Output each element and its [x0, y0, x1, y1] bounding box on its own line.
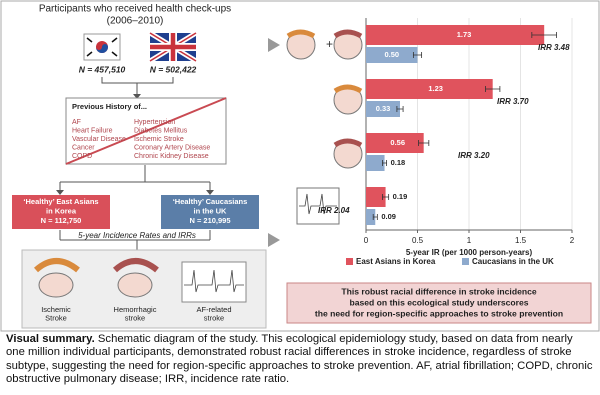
value-label: 1.73 — [457, 30, 472, 39]
group-label: in the UK — [194, 206, 227, 215]
bar — [366, 25, 545, 45]
cohort-n: N = 457,510 — [79, 64, 126, 74]
conclusion-line: based on this ecological study underscor… — [349, 297, 528, 307]
bar — [366, 133, 424, 153]
outcome-label: Ischemic — [41, 305, 71, 314]
history-item: COPD — [72, 153, 92, 160]
cohort-n: N = 502,422 — [150, 64, 197, 74]
icon-ischemic — [33, 258, 80, 298]
error-bar — [418, 140, 430, 146]
cross-out — [65, 97, 227, 165]
group-label: N = 112,750 — [41, 216, 82, 225]
group-label: N = 210,995 — [189, 216, 230, 225]
history-item: Diabetes Mellitus — [134, 127, 188, 134]
history-item: AF — [72, 119, 81, 126]
legend-label: East Asians in Korea — [356, 257, 436, 266]
outcome-label: Stroke — [45, 313, 67, 322]
bar — [366, 79, 493, 99]
x-tick-label: 0.5 — [412, 236, 424, 245]
caption: Visual summary. Schematic diagram of the… — [6, 333, 594, 387]
x-axis-label: 5-year IR (per 1000 person-years) — [406, 248, 533, 257]
irr-annotation: IRR 3.20 — [458, 151, 490, 160]
value-label: 0.56 — [390, 138, 405, 147]
history-title: Previous History of... — [72, 102, 147, 111]
error-bar — [396, 106, 404, 112]
value-label: 0.18 — [391, 158, 406, 167]
connectors — [59, 77, 211, 250]
conclusion-line: the need for region-specific approaches … — [315, 308, 563, 318]
x-tick-label: 0 — [364, 236, 369, 245]
bar — [366, 155, 385, 171]
bar — [366, 209, 376, 225]
plus: + — [326, 37, 333, 51]
caption-text: Schematic diagram of the study. This eco… — [6, 333, 593, 386]
history-item: Vascular Disease — [72, 136, 126, 143]
chart: 0 0.5 1 1.5 2 5-year IR (per 1000 person-year… — [318, 18, 575, 266]
history-item: Cancer — [72, 145, 95, 152]
outcomes-title: 5-year Incidence Rates and IRRs — [78, 231, 196, 240]
arrowheads — [56, 94, 214, 195]
icon-af — [181, 261, 247, 303]
caption-label: Visual summary. — [6, 333, 95, 345]
chart-icons: + — [286, 29, 363, 225]
icon-hemorrhagic — [112, 258, 159, 298]
outcome-label: AF-related — [196, 305, 231, 314]
legend-label: Caucasians in the UK — [472, 257, 554, 266]
error-bar — [382, 160, 387, 166]
legend-swatch — [462, 258, 469, 265]
x-tick-label: 2 — [570, 236, 575, 245]
group-box-uk — [161, 195, 259, 229]
conclusion: This robust racial difference in stroke … — [315, 286, 563, 318]
irr-annotation: IRR 3.70 — [497, 97, 529, 106]
bar — [366, 187, 386, 207]
group-label: ‘Healthy’ East Asians — [23, 197, 98, 206]
error-bar — [412, 52, 423, 58]
figure: Participants who received health check-u… — [0, 0, 600, 332]
header-title: (2006–2010) — [107, 16, 164, 27]
legend-swatch — [346, 258, 353, 265]
bar — [366, 101, 400, 117]
value-label: 0.33 — [376, 104, 391, 113]
error-bar — [372, 214, 378, 220]
outcome-texts: IschemicStrokeHemorrhagicstrokeAF-relate… — [41, 305, 231, 323]
outcome-label: stroke — [125, 313, 145, 322]
header-title: Participants who received health check-u… — [39, 4, 231, 15]
error-bar — [382, 194, 390, 200]
conclusion-line: This robust racial difference in stroke … — [341, 286, 537, 296]
error-bar — [531, 32, 557, 38]
flag-uk — [148, 30, 198, 64]
outcome-label: Hemorrhagic — [114, 305, 157, 314]
flag-korea — [83, 33, 121, 61]
history-item: Heart Failure — [72, 127, 113, 134]
x-tick-label: 1.5 — [515, 236, 527, 245]
group-box-korea — [12, 195, 110, 229]
irr-annotation: IRR 2.04 — [318, 206, 350, 215]
value-label: 0.19 — [393, 192, 408, 201]
x-tick-label: 1 — [467, 236, 472, 245]
irr-annotation: IRR 3.48 — [538, 43, 570, 52]
value-label: 0.50 — [384, 50, 399, 59]
value-label: 0.09 — [381, 212, 396, 221]
value-label: 1.23 — [428, 84, 443, 93]
group-label: in Korea — [46, 206, 77, 215]
error-bar — [485, 86, 501, 92]
conclusion-box — [286, 282, 592, 324]
history-item: Ischemic Stroke — [134, 136, 184, 143]
bar — [366, 47, 418, 63]
group-label: ‘Healthy’ Caucasians — [173, 197, 248, 206]
history-item: Hypertension — [134, 119, 175, 126]
outcome-label: stroke — [204, 313, 224, 322]
history-item: Chronic Kidney Disease — [134, 153, 209, 160]
history-item: Coronary Artery Disease — [134, 145, 210, 152]
